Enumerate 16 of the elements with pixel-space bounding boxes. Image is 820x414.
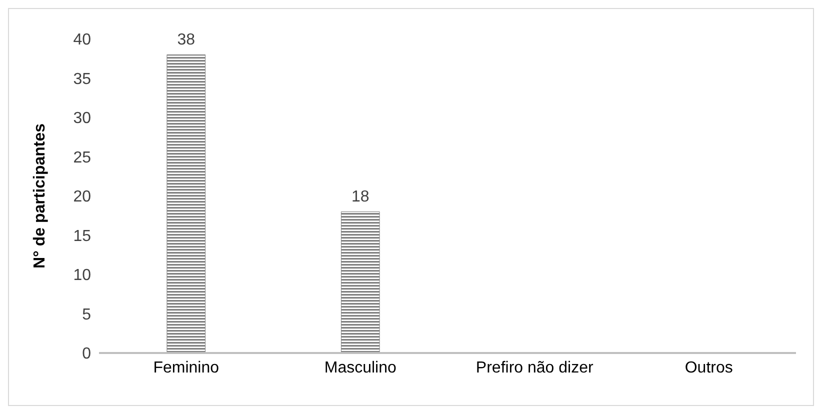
x-tick-label: Outros xyxy=(684,359,733,376)
x-tick-label: Prefiro não dizer xyxy=(476,359,594,376)
y-tick-label: 30 xyxy=(73,110,92,128)
x-tick-label: Feminino xyxy=(153,359,220,376)
y-tick-label: 0 xyxy=(82,346,92,363)
data-label: 38 xyxy=(177,32,196,49)
y-tick-label: 35 xyxy=(73,70,92,88)
y-tick-label: 25 xyxy=(73,149,92,166)
y-tick-label: 5 xyxy=(82,306,92,324)
y-tick-label: 10 xyxy=(73,267,92,284)
y-axis-title: N° de participantes xyxy=(32,123,49,269)
y-tick-label: 40 xyxy=(73,32,92,49)
y-tick-label: 20 xyxy=(73,188,92,206)
data-label: 18 xyxy=(351,188,370,206)
y-tick-label: 15 xyxy=(73,228,92,245)
x-tick-label: Masculino xyxy=(324,359,396,376)
